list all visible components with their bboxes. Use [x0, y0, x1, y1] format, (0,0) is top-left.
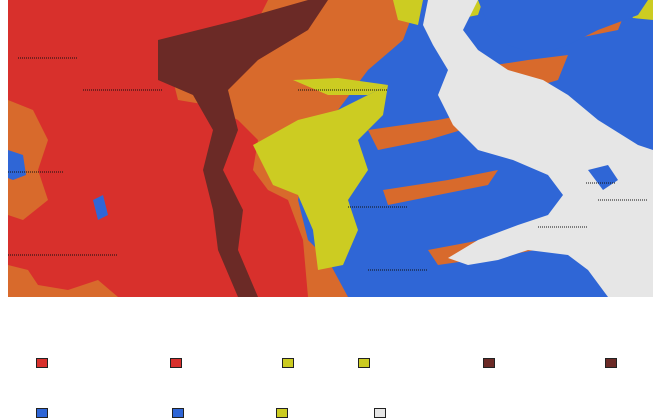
legend-swatch: [276, 408, 288, 418]
map-annotations: [8, 57, 648, 271]
legend-swatch: [605, 358, 617, 368]
geologic-map[interactable]: [8, 0, 653, 297]
legend-swatch: [172, 408, 184, 418]
map-region-yellow: [393, 0, 423, 25]
map-region-blue: [588, 165, 618, 190]
map-legend: [0, 297, 653, 418]
legend-item: [370, 385, 490, 419]
map-region-dark-red: [158, 0, 328, 297]
legend-item: [248, 385, 368, 419]
legend-item: [8, 335, 128, 369]
legend-swatch: [374, 408, 386, 418]
map-region-orange: [383, 170, 498, 205]
legend-item: [334, 335, 454, 369]
legend-swatch: [36, 358, 48, 368]
legend-item: [8, 385, 128, 419]
legend-item: [248, 335, 368, 369]
legend-swatch: [170, 358, 182, 368]
legend-item: [455, 335, 575, 369]
legend-item: [126, 335, 246, 369]
legend-swatch: [358, 358, 370, 368]
map-region-orange: [8, 100, 48, 220]
legend-swatch: [483, 358, 495, 368]
map-region-blue: [93, 195, 108, 220]
map-region-light-gray: [423, 0, 653, 297]
legend-swatch: [36, 408, 48, 418]
legend-swatch: [282, 358, 294, 368]
map-canvas: [8, 0, 653, 297]
legend-item: [126, 385, 246, 419]
map-region-yellow: [253, 85, 388, 270]
map-region-yellow: [293, 78, 388, 95]
map-region-blue: [478, 0, 648, 55]
legend-item: [545, 335, 653, 369]
